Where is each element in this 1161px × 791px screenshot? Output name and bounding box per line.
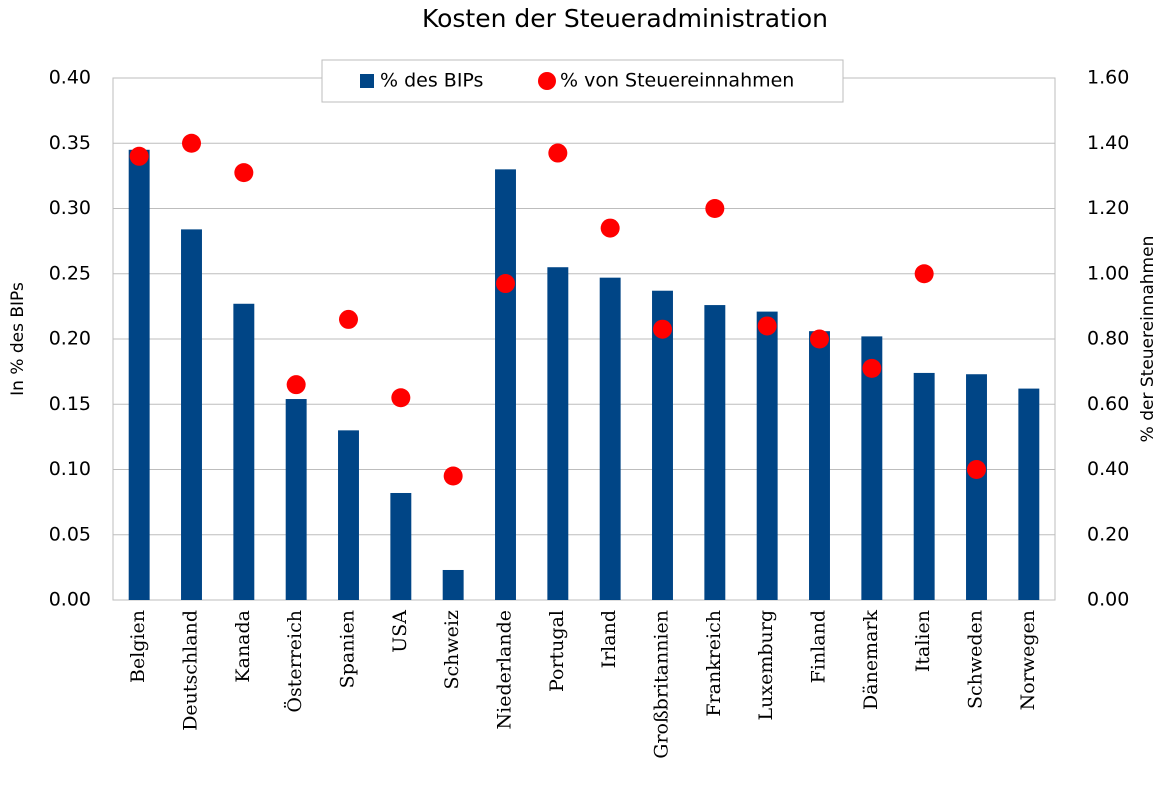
legend-label: % von Steuereinnahmen xyxy=(560,70,794,92)
bar xyxy=(390,492,412,600)
bar xyxy=(285,399,307,600)
bar xyxy=(181,229,202,600)
legend-label: % des BIPs xyxy=(380,70,483,92)
x-tick-label: Schweiz xyxy=(441,610,463,690)
dot xyxy=(600,218,620,238)
x-tick-label: Finland xyxy=(808,610,830,683)
bar xyxy=(233,303,255,600)
dot xyxy=(653,319,672,339)
y2-tick-label: 0.40 xyxy=(1087,458,1129,480)
x-tick-label: Deutschland xyxy=(180,610,202,731)
bar xyxy=(338,430,359,600)
legend-swatch xyxy=(538,72,556,90)
dot xyxy=(810,329,829,349)
bar xyxy=(913,372,935,600)
y-tick-label: 0.25 xyxy=(49,262,91,284)
y2-tick-label: 0.80 xyxy=(1087,328,1129,350)
bar xyxy=(547,267,569,600)
x-tick-label: Frankreich xyxy=(703,610,725,717)
x-tick-label: Portugal xyxy=(546,610,568,692)
bar xyxy=(756,311,778,600)
x-tick-label: Italien xyxy=(912,610,934,672)
bar xyxy=(652,290,673,600)
dot xyxy=(286,375,306,395)
y-tick-label: 0.40 xyxy=(49,67,91,89)
dot xyxy=(182,133,201,153)
chart-title: Kosten der Steueradministration xyxy=(422,4,828,33)
bar xyxy=(809,331,830,600)
y-tick-label: 0.00 xyxy=(49,589,91,611)
x-tick-label: Luxemburg xyxy=(755,610,777,720)
x-tick-label: USA xyxy=(389,610,411,653)
x-tick-label: Niederlande xyxy=(494,610,516,729)
y-tick-label: 0.30 xyxy=(49,197,91,219)
bar xyxy=(966,374,987,600)
dot xyxy=(443,466,463,486)
dot xyxy=(548,143,568,163)
y-tick-label: 0.05 xyxy=(49,523,91,545)
bar xyxy=(128,149,150,600)
bar xyxy=(599,277,621,600)
y-tick-label: 0.10 xyxy=(49,458,91,480)
dot xyxy=(757,316,777,336)
legend-swatch xyxy=(360,74,374,88)
x-tick-label: Dänemark xyxy=(860,610,882,710)
y2-tick-label: 1.00 xyxy=(1087,262,1129,284)
y2-axis-label: % der Steuereinnahmen xyxy=(1138,236,1158,443)
x-tick-label: Kanada xyxy=(232,610,254,683)
y2-tick-label: 0.00 xyxy=(1087,589,1129,611)
y-tick-label: 0.35 xyxy=(49,132,91,154)
bar xyxy=(495,169,516,600)
x-tick-label: Spanien xyxy=(337,610,359,688)
dot xyxy=(234,163,254,183)
x-tick-label: Großbritannien xyxy=(651,610,673,759)
bar xyxy=(704,305,726,600)
dot xyxy=(967,460,986,479)
legend-box xyxy=(321,59,844,103)
y-tick-label: 0.20 xyxy=(49,328,91,350)
dot xyxy=(129,146,149,166)
x-tick-label: Irland xyxy=(598,610,620,668)
y-axis-label: In % des BIPs xyxy=(8,282,28,396)
y2-tick-label: 1.40 xyxy=(1087,132,1129,154)
y2-tick-label: 0.60 xyxy=(1087,393,1129,415)
y2-tick-label: 1.60 xyxy=(1087,67,1129,89)
y2-tick-label: 1.20 xyxy=(1087,197,1129,219)
y-tick-label: 0.15 xyxy=(49,393,91,415)
bar xyxy=(442,569,464,600)
x-tick-label: Österreich xyxy=(283,610,306,713)
dot xyxy=(339,309,358,329)
y2-tick-label: 0.20 xyxy=(1087,523,1129,545)
dot xyxy=(914,264,934,284)
dot xyxy=(391,388,411,408)
x-tick-label: Belgien xyxy=(127,610,149,683)
bar xyxy=(1018,388,1040,600)
dot xyxy=(496,274,515,294)
dot xyxy=(862,358,882,378)
bar xyxy=(861,336,883,600)
x-tick-label: Schweden xyxy=(965,610,987,709)
x-tick-label: Norwegen xyxy=(1017,610,1039,710)
dot xyxy=(705,199,725,218)
